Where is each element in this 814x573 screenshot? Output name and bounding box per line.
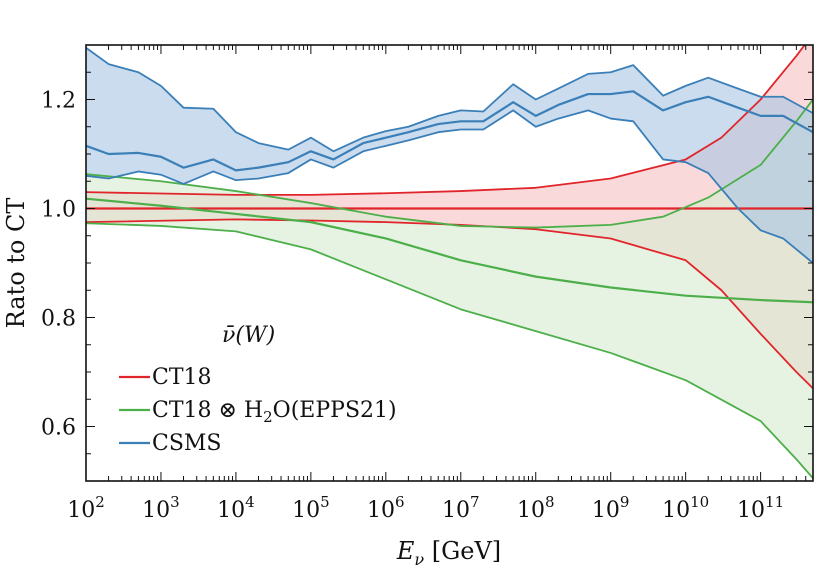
legend-label-ct18: CT18 [152,365,212,390]
y-tick-label: 0.6 [41,416,76,441]
y-tick-label: 0.8 [41,307,76,332]
legend-title: ν̄(W) [222,323,275,348]
x-axis-subscript: ν [414,550,424,569]
y-tick-label: 1.2 [41,89,76,114]
y-tick-label: 1.0 [41,198,76,223]
legend: ν̄(W) CT18 CT18 ⊗ H2O(EPPS21) CSMS [119,323,397,456]
x-tick-label: 102 [67,493,105,523]
ct18-upper-line [86,45,806,196]
x-tick-label: 1010 [662,493,709,523]
x-tick-label: 103 [142,493,180,523]
ct18-h2o-epps21-lower-line [86,222,813,479]
x-tick-label: 106 [367,493,405,523]
csms-lower-line [86,109,813,264]
ct18-h2o-epps21-band [86,99,813,479]
x-axis-unit: [GeV] [424,537,501,565]
csms-band [86,47,813,264]
x-tick-label: 109 [592,493,630,523]
ct18-h2o-epps21-upper-line [86,98,813,229]
x-axis-symbol: E [396,537,415,565]
legend-label-csms: CSMS [152,431,222,456]
x-tick-label: 108 [517,493,555,523]
x-axis-title: Eν [GeV] [396,537,501,569]
uncertainty-bands [86,45,813,479]
y-axis-title: Rato to CT [2,198,30,329]
x-tick-label: 1011 [737,493,784,523]
y-tick-labels: 0.6 0.8 1.0 1.2 [41,89,76,441]
csms-central-line [86,90,813,172]
legend-title-rest: (W) [235,323,275,348]
x-tick-label: 104 [217,493,255,523]
x-tick-labels: 102 103 104 105 106 107 108 109 1010 1011 [67,493,784,523]
ct18-h2o-epps21-central-line [86,197,813,304]
series-lines [86,45,813,479]
ct18-band [86,45,813,389]
csms-upper-line [86,47,813,153]
axis-ticks [85,44,814,482]
legend-title-symbol: ν̄ [222,323,235,348]
x-tick-label: 105 [292,493,330,523]
x-tick-label: 107 [442,493,480,523]
legend-label-ct18-h2o: CT18 ⊗ H2O(EPPS21) [152,398,397,426]
